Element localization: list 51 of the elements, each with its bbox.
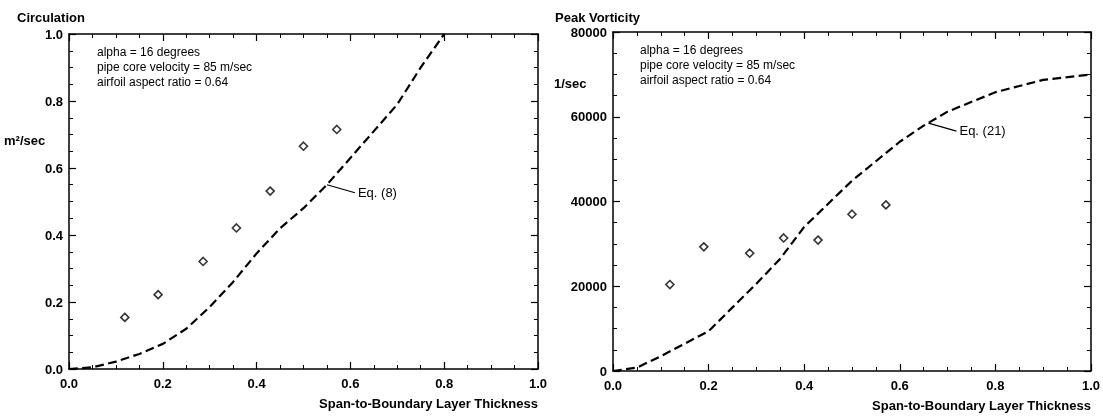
annotation: Eq. (8) bbox=[357, 184, 397, 200]
x-tick-label: 0.0 bbox=[603, 378, 623, 393]
point bbox=[231, 223, 242, 233]
annotation: pipe core velocity = 85 m/sec bbox=[97, 60, 253, 74]
y-tick-label: 0.2 bbox=[44, 294, 63, 310]
y-tick-label: 40000 bbox=[570, 194, 607, 209]
chart-title: Peak Vorticity bbox=[555, 10, 641, 25]
annotation: alpha = 16 degrees bbox=[640, 43, 744, 57]
y-tick-label: 0.8 bbox=[44, 93, 63, 109]
point bbox=[778, 233, 789, 243]
x-tick-label: 0.4 bbox=[795, 378, 814, 393]
annotation: Eq. (21) bbox=[959, 123, 1006, 139]
point bbox=[847, 209, 857, 220]
x-tick-label: 0.8 bbox=[986, 378, 1005, 393]
chart-title: Circulation bbox=[17, 10, 85, 25]
y-tick-label: 0.6 bbox=[44, 160, 63, 176]
point bbox=[153, 289, 163, 300]
point bbox=[881, 200, 891, 210]
annotation: airfoil aspect ratio = 0.64 bbox=[640, 73, 772, 87]
annotation: airfoil aspect ratio = 0.64 bbox=[97, 75, 229, 89]
y-tick-label: 80000 bbox=[570, 24, 607, 40]
y-tick-label: 60000 bbox=[570, 109, 607, 125]
y-tick-label: 1.0 bbox=[44, 26, 63, 42]
x-tick-label: 1.0 bbox=[1081, 378, 1100, 393]
y-axis-title: 1/sec bbox=[554, 76, 587, 91]
x-tick-label: 1.0 bbox=[528, 376, 547, 391]
x-tick-label: 0.8 bbox=[435, 376, 454, 391]
point bbox=[665, 279, 675, 290]
point bbox=[298, 141, 309, 152]
y-tick-label: 20000 bbox=[570, 278, 607, 294]
x-axis-title: Span-to-Boundary Layer Thickness bbox=[319, 396, 538, 411]
annotation: alpha = 16 degrees bbox=[97, 45, 201, 59]
x-tick-label: 0.6 bbox=[890, 378, 909, 393]
x-tick-label: 0.6 bbox=[341, 376, 360, 391]
point bbox=[813, 235, 823, 245]
x-tick-label: 0.0 bbox=[59, 376, 79, 391]
x-tick-label: 0.4 bbox=[247, 376, 267, 391]
annotation: pipe core velocity = 85 m/sec bbox=[640, 58, 796, 72]
y-tick-label: 0.4 bbox=[44, 227, 64, 243]
y-axis-title: m²/sec bbox=[4, 133, 46, 148]
point bbox=[265, 186, 275, 196]
x-axis-title: Span-to-Boundary Layer Thickness bbox=[872, 398, 1091, 413]
y-tick-label: 0.0 bbox=[44, 361, 63, 377]
point bbox=[744, 248, 755, 258]
x-tick-label: 0.2 bbox=[153, 376, 172, 391]
point bbox=[331, 124, 342, 135]
y-tick-label: 0 bbox=[599, 363, 607, 379]
point bbox=[120, 312, 130, 323]
point bbox=[699, 242, 709, 252]
x-tick-label: 0.2 bbox=[699, 378, 718, 393]
point bbox=[198, 256, 208, 267]
